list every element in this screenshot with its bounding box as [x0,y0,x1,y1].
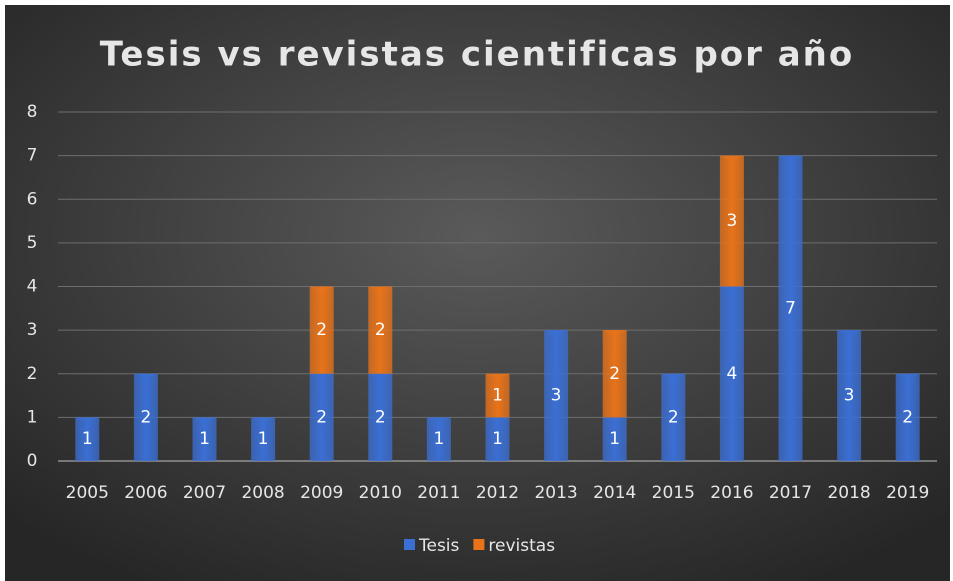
bar-top [719,155,744,162]
data-label: 1 [609,429,620,449]
x-tick-label: 2012 [476,483,519,503]
bar-top [485,417,510,424]
bar [251,417,276,461]
bar-top [192,417,217,424]
bar [309,373,334,461]
bar [485,417,510,461]
bar-top [368,286,393,293]
data-label: 3 [844,386,855,406]
x-tick-label: 2016 [710,483,753,503]
bar [778,155,803,461]
data-label: 1 [82,429,93,449]
bar-top [309,286,334,293]
bar-top [602,330,627,337]
y-tick-label: 2 [27,364,38,384]
bar-top [895,373,920,380]
x-tick-label: 2011 [417,483,460,503]
bar [133,373,158,461]
legend-swatch [404,539,415,550]
data-label: 1 [492,386,503,406]
bar-top [544,330,569,337]
x-tick-label: 2010 [359,483,402,503]
bar [719,286,744,461]
bar-top [426,417,451,424]
data-label: 2 [316,407,327,427]
data-label: 3 [551,386,562,406]
bar [719,155,744,287]
bar-top [837,330,862,337]
bar [75,417,100,461]
bar-top [309,373,334,380]
data-label: 2 [668,407,679,427]
bar-top [661,373,686,380]
legend-label: revistas [488,536,555,556]
bar [837,330,862,461]
x-tick-label: 2013 [534,483,577,503]
y-tick-label: 5 [27,233,38,253]
y-tick-label: 1 [27,407,38,427]
bar [661,373,686,461]
x-tick-label: 2014 [593,483,636,503]
bar [895,373,920,461]
bar [485,373,510,418]
x-tick-label: 2006 [124,483,167,503]
y-tick-label: 3 [27,320,38,340]
data-label: 2 [609,364,620,384]
bar-top [778,155,803,162]
data-label: 2 [902,407,913,427]
bar [192,417,217,461]
bar [309,286,334,374]
x-tick-label: 2015 [652,483,695,503]
bar [426,417,451,461]
chart-title: Tesis vs revistas cientificas por año [100,35,855,75]
data-label: 4 [726,364,737,384]
bar-top [251,417,276,424]
data-label: 2 [140,407,151,427]
x-tick-label: 2009 [300,483,343,503]
data-label: 1 [199,429,210,449]
x-tick-label: 2018 [827,483,870,503]
data-label: 2 [375,407,386,427]
data-label: 2 [316,320,327,340]
x-tick-label: 2017 [769,483,812,503]
x-tick-label: 2019 [886,483,929,503]
bar-top [485,373,510,380]
bar-top [602,417,627,424]
legend-label: Tesis [418,536,460,556]
data-label: 2 [375,320,386,340]
bar-top [75,417,100,424]
bar-top [719,286,744,293]
data-label: 7 [785,298,796,318]
y-tick-label: 6 [27,189,38,209]
data-label: 3 [726,211,737,231]
bar [544,330,569,461]
bar-top [133,373,158,380]
y-tick-label: 8 [27,102,38,122]
bar [368,373,393,461]
y-tick-label: 4 [27,277,38,297]
data-label: 1 [258,429,269,449]
x-tick-label: 2005 [66,483,109,503]
data-label: 1 [492,429,503,449]
data-label: 1 [433,429,444,449]
bar [368,286,393,374]
bar [602,330,627,418]
legend-swatch [473,539,485,550]
y-tick-label: 0 [27,451,38,471]
x-tick-label: 2007 [183,483,226,503]
bar-top [368,373,393,380]
x-tick-label: 2008 [241,483,284,503]
y-tick-label: 7 [27,146,38,166]
bar [602,417,627,461]
